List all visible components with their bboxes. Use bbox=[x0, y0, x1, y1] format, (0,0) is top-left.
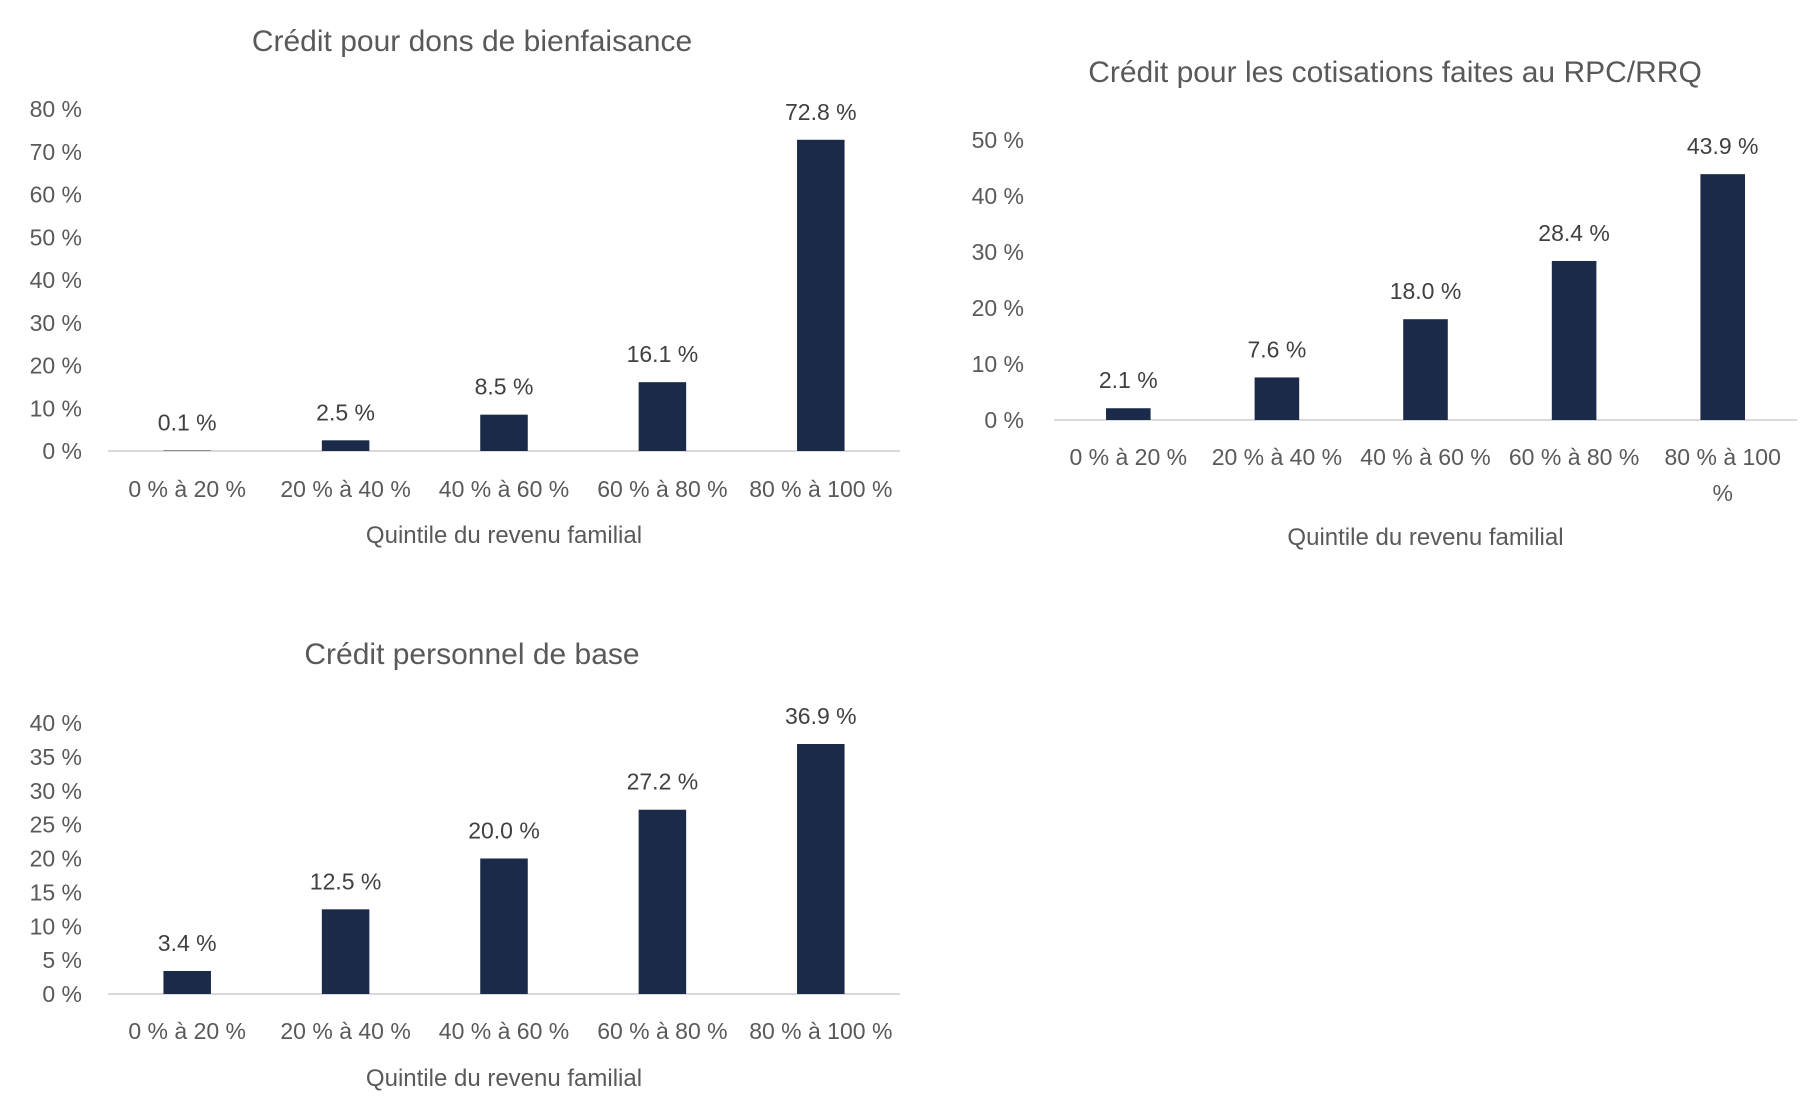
data-label: 20.0 % bbox=[468, 818, 540, 844]
y-tick-label: 0 % bbox=[42, 438, 82, 464]
y-tick-label: 5 % bbox=[42, 947, 82, 973]
data-label: 0.1 % bbox=[158, 410, 217, 436]
y-tick-label: 30 % bbox=[30, 778, 82, 804]
x-axis-label: Quintile du revenu familial bbox=[366, 1065, 642, 1092]
chart-title: Crédit pour dons de bienfaisance bbox=[252, 25, 692, 58]
data-label: 27.2 % bbox=[627, 769, 699, 795]
y-tick-label: 40 % bbox=[30, 710, 82, 736]
chart-title: Crédit personnel de base bbox=[304, 638, 639, 671]
bar bbox=[638, 382, 687, 451]
bar bbox=[1106, 408, 1151, 420]
bar bbox=[797, 139, 845, 451]
category-label: 0 % à 20 % bbox=[1069, 444, 1187, 470]
category-label: 40 % à 60 % bbox=[1360, 444, 1490, 470]
data-label: 16.1 % bbox=[627, 341, 699, 367]
chart-3: Crédit personnel de base 0 % 5 % 10 % 15 % 20… bbox=[30, 638, 900, 1092]
data-label: 18.0 % bbox=[1390, 278, 1462, 304]
y-tick-label: 10 % bbox=[30, 913, 82, 939]
bar bbox=[1403, 319, 1448, 420]
data-label: 3.4 % bbox=[158, 930, 217, 956]
bar bbox=[1700, 174, 1745, 420]
category-label: 20 % à 40 % bbox=[280, 476, 410, 502]
y-tick-label: 10 % bbox=[30, 395, 82, 421]
data-label: 28.4 % bbox=[1538, 220, 1610, 246]
y-tick-label: 20 % bbox=[30, 353, 82, 379]
y-tick-label: 10 % bbox=[972, 351, 1024, 377]
bar bbox=[1551, 260, 1597, 420]
chart-1: Crédit pour dons de bienfaisance 0 % 10 % 2… bbox=[30, 25, 900, 549]
category-label: 60 % à 80 % bbox=[1509, 444, 1639, 470]
bar bbox=[321, 440, 370, 451]
data-label: 2.1 % bbox=[1099, 367, 1158, 393]
category-label: 0 % à 20 % bbox=[128, 1018, 246, 1044]
y-tick-label: 30 % bbox=[30, 310, 82, 336]
y-tick-label: 20 % bbox=[30, 846, 82, 872]
category-label: 40 % à 60 % bbox=[439, 476, 569, 502]
data-label: 2.5 % bbox=[316, 399, 375, 425]
data-label: 36.9 % bbox=[785, 703, 857, 729]
bar bbox=[1254, 377, 1300, 420]
category-label: 60 % à 80 % bbox=[597, 476, 727, 502]
y-tick-label: 0 % bbox=[42, 981, 82, 1007]
category-label: 20 % à 40 % bbox=[1212, 444, 1342, 470]
bar bbox=[163, 970, 211, 994]
bar bbox=[797, 744, 845, 994]
y-tick-label: 50 % bbox=[30, 224, 82, 250]
y-tick-label: 70 % bbox=[30, 139, 82, 165]
category-label: 60 % à 80 % bbox=[597, 1018, 727, 1044]
y-tick-label: 40 % bbox=[30, 267, 82, 293]
data-label: 72.8 % bbox=[785, 99, 857, 125]
category-label: 80 % à 100% bbox=[1665, 444, 1781, 506]
category-label: 80 % à 100 % bbox=[749, 476, 892, 502]
data-label: 7.6 % bbox=[1247, 336, 1306, 362]
y-tick-label: 25 % bbox=[30, 812, 82, 838]
category-label: 0 % à 20 % bbox=[128, 476, 246, 502]
y-tick-label: 60 % bbox=[30, 182, 82, 208]
bar bbox=[480, 858, 528, 994]
category-label: 20 % à 40 % bbox=[280, 1018, 410, 1044]
data-label: 8.5 % bbox=[475, 374, 534, 400]
x-axis-label: Quintile du revenu familial bbox=[1287, 524, 1563, 551]
bar bbox=[321, 909, 370, 994]
data-label: 43.9 % bbox=[1687, 133, 1759, 159]
y-tick-label: 15 % bbox=[30, 879, 82, 905]
y-tick-label: 40 % bbox=[972, 183, 1024, 209]
category-label: 80 % à 100 % bbox=[749, 1018, 892, 1044]
y-tick-label: 30 % bbox=[972, 239, 1024, 265]
y-tick-label: 0 % bbox=[984, 407, 1024, 433]
bar bbox=[638, 809, 687, 994]
y-tick-label: 35 % bbox=[30, 744, 82, 770]
y-tick-label: 20 % bbox=[972, 295, 1024, 321]
chart-title: Crédit pour les cotisations faites au RP… bbox=[1088, 56, 1702, 89]
chart-2: Crédit pour les cotisations faites au RP… bbox=[972, 56, 1797, 551]
x-axis-label: Quintile du revenu familial bbox=[366, 522, 642, 549]
bar bbox=[480, 414, 528, 451]
y-tick-label: 80 % bbox=[30, 96, 82, 122]
category-label: 40 % à 60 % bbox=[439, 1018, 569, 1044]
data-label: 12.5 % bbox=[310, 868, 382, 894]
y-tick-label: 50 % bbox=[972, 127, 1024, 153]
